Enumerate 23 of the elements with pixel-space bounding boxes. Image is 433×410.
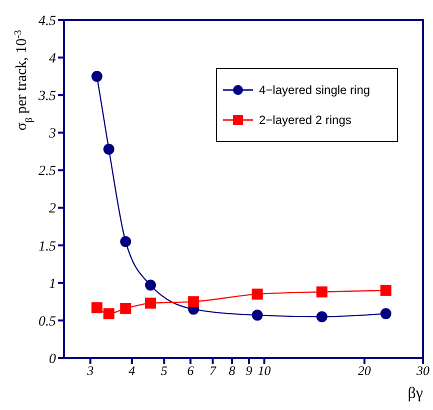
y-tick-label: 2	[49, 202, 56, 217]
y-tick-label: 0	[49, 352, 56, 367]
x-tick-label: 4	[128, 363, 136, 378]
y-tick-label: 3.5	[38, 89, 56, 104]
y-tick-label: 1	[49, 276, 56, 292]
x-tick-label: 5	[160, 363, 168, 378]
y-tick-label: 1.5	[38, 239, 56, 254]
legend-label: 2−layered 2 rings	[259, 112, 352, 129]
x-tick-label: 10	[258, 363, 272, 378]
x-tick-label: 3	[86, 363, 94, 378]
y-tick-label: 4	[49, 52, 56, 67]
x-tick-label: 8	[228, 363, 236, 378]
x-tick-label: 7	[210, 363, 216, 378]
x-tick-label: 9	[246, 363, 253, 378]
x-tick-label: 30	[416, 363, 430, 378]
x-tick-label: 6	[187, 363, 194, 378]
y-tick-label: 2.5	[38, 164, 56, 180]
y-tick-label: 3	[48, 126, 56, 142]
y-tick-label: 0.5	[38, 314, 56, 330]
x-tick-label: 20	[358, 363, 372, 378]
legend-label: 4−layered single ring	[259, 82, 370, 99]
x-axis-title: βγ	[408, 385, 423, 402]
y-tick-label: 4.5	[38, 14, 56, 29]
